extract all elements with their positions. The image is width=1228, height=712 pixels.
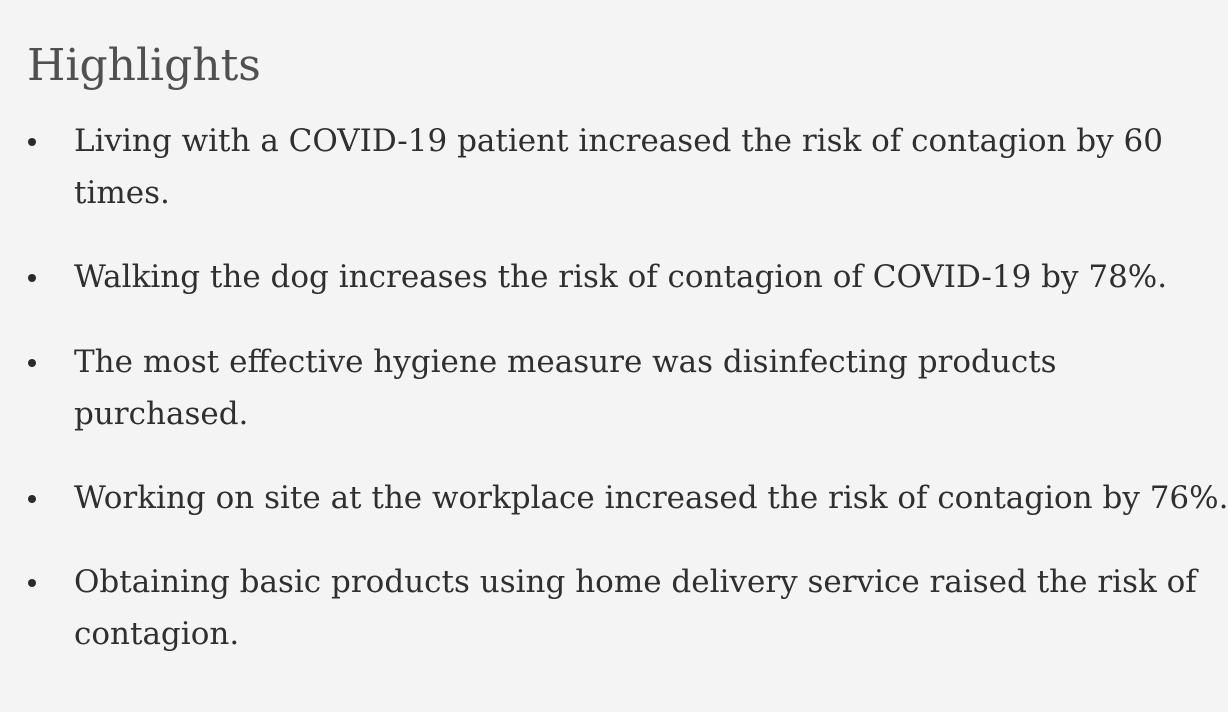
list-item-text-line1: Walking the dog increases the risk of co… — [74, 259, 1168, 295]
list-item-text-line1: The most effective hygiene measure was d… — [74, 344, 1057, 380]
highlights-heading: Highlights — [27, 40, 261, 91]
bullet-icon — [28, 359, 36, 367]
list-item-text-line2: times. — [74, 175, 170, 211]
bullet-icon — [28, 138, 36, 146]
list-item-text-line1: Working on site at the workplace increas… — [74, 480, 1228, 516]
bullet-icon — [28, 579, 36, 587]
bullet-icon — [28, 274, 36, 282]
list-item-text-line1: Obtaining basic products using home deli… — [74, 564, 1197, 600]
list-item-text-line1: Living with a COVID-19 patient increased… — [74, 123, 1163, 159]
list-item-text-line2: purchased. — [74, 396, 249, 432]
bullet-icon — [28, 495, 36, 503]
list-item-text-line2: contagion. — [74, 616, 240, 652]
